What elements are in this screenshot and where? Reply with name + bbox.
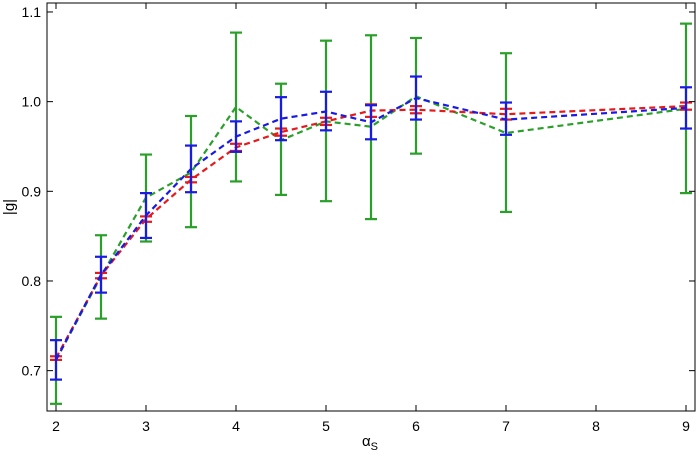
y-axis-title: |g| bbox=[1, 199, 18, 215]
y-tick-label: 0.9 bbox=[22, 183, 42, 199]
x-tick-label: 9 bbox=[682, 418, 690, 434]
y-tick-label: 0.7 bbox=[22, 363, 42, 379]
series-line bbox=[55, 105, 687, 359]
x-tick-label: 5 bbox=[322, 418, 330, 434]
x-tick-label: 7 bbox=[502, 418, 510, 434]
y-tick-label: 1.0 bbox=[22, 94, 42, 110]
x-tick-label: 2 bbox=[52, 418, 60, 434]
series-3 bbox=[50, 75, 692, 381]
series-line bbox=[55, 96, 687, 361]
x-tick-label: 3 bbox=[142, 418, 150, 434]
x-tick-label: 6 bbox=[412, 418, 420, 434]
y-tick-label: 0.8 bbox=[22, 273, 42, 289]
x-tick-label: 8 bbox=[592, 418, 600, 434]
x-axis-title: αS bbox=[362, 433, 378, 453]
y-tick-label: 1.1 bbox=[22, 4, 42, 20]
x-axis-title-subscript: S bbox=[371, 441, 378, 453]
plot-frame bbox=[46, 2, 696, 412]
axis-layer: 2 3 4 5 6 7 8 9 0.7 0.8 0.9 1.0 1.1 bbox=[22, 3, 695, 434]
x-tick-label: 4 bbox=[232, 418, 240, 434]
series-layer bbox=[50, 22, 692, 405]
x-axis-title-main: α bbox=[362, 433, 371, 450]
